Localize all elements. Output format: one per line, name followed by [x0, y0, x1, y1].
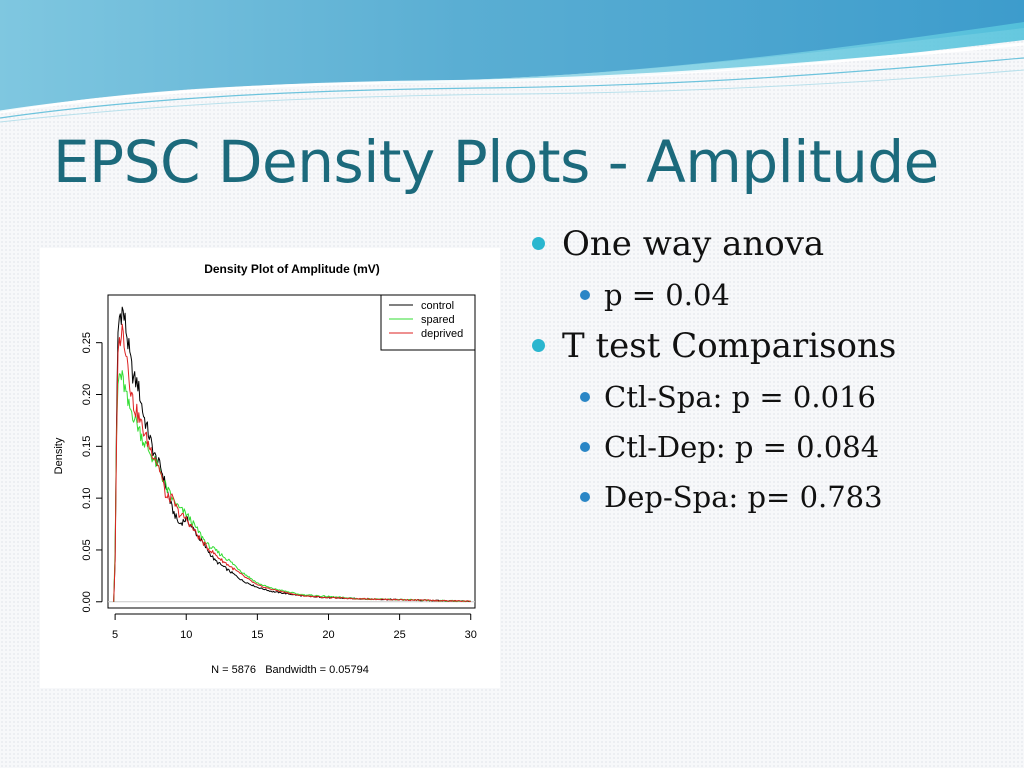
header-wave-decoration — [0, 0, 1024, 123]
chart-title: Density Plot of Amplitude (mV) — [204, 262, 380, 276]
bullet-ttest: T test Comparisons — [530, 320, 1010, 372]
x-tick-label: 25 — [393, 629, 405, 641]
legend-box — [380, 294, 476, 351]
legend-label-spared: spared — [421, 314, 455, 326]
y-axis-label: Density — [53, 437, 65, 474]
legend-label-deprived: deprived — [421, 328, 463, 340]
bullet-ctl-dep: Ctl-Dep: p = 0.084 — [530, 422, 1010, 472]
x-tick-label: 10 — [180, 629, 192, 641]
bullet-dep-spa: Dep-Spa: p= 0.783 — [530, 472, 1010, 522]
x-tick-label: 20 — [322, 629, 334, 641]
slide-title: EPSC Density Plots - Amplitude — [53, 128, 939, 196]
series-layer — [113, 306, 471, 603]
y-tick-label: 0.15 — [81, 436, 93, 457]
y-tick-label: 0.00 — [81, 591, 93, 612]
density-chart-container: Density Plot of Amplitude (mV) 5 10 15 20 25… — [40, 248, 500, 688]
density-chart: Density Plot of Amplitude (mV) 5 10 15 20 25… — [40, 248, 500, 688]
series-line-deprived — [113, 323, 471, 603]
chart-legend: control spared deprived — [380, 294, 476, 351]
bullet-list: One way anova p = 0.04 T test Comparison… — [530, 218, 1010, 522]
plot-frame — [107, 294, 476, 609]
bullet-anova-p: p = 0.04 — [530, 270, 1010, 320]
x-axis-label: N = 5876 Bandwidth = 0.05794 — [211, 664, 369, 676]
x-axis: 5 10 15 20 25 30 — [112, 613, 477, 641]
x-tick-label: 5 — [112, 629, 118, 641]
y-axis: 0.00 0.05 0.10 0.15 0.20 0.25 — [81, 332, 103, 612]
y-tick-label: 0.10 — [81, 487, 93, 508]
y-tick-label: 0.25 — [81, 332, 93, 353]
x-tick-label: 15 — [251, 629, 263, 641]
x-tick-label: 30 — [465, 629, 477, 641]
y-tick-label: 0.05 — [81, 539, 93, 560]
bullet-ctl-spa: Ctl-Spa: p = 0.016 — [530, 372, 1010, 422]
y-tick-label: 0.20 — [81, 384, 93, 405]
legend-label-control: control — [421, 300, 454, 312]
bullet-anova: One way anova — [530, 218, 1010, 270]
